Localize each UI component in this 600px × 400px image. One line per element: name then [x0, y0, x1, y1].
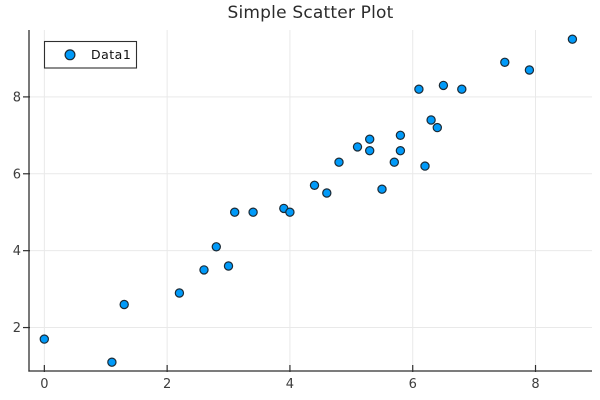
- x-tick-label-2: 2: [163, 377, 171, 392]
- x-tick-label-4: 4: [286, 377, 294, 392]
- y-tick-label-2: 2: [13, 321, 21, 336]
- data-point: [389, 157, 399, 167]
- data-point: [365, 134, 375, 144]
- data-point: [199, 265, 209, 275]
- data-point: [248, 207, 258, 217]
- data-point: [223, 261, 234, 271]
- x-tick-label-8: 8: [531, 377, 539, 392]
- data-point: [420, 161, 430, 171]
- data-point: [438, 80, 449, 91]
- data-point: [322, 188, 332, 198]
- data-point: [567, 34, 578, 44]
- x-tick-label-0: 0: [40, 377, 48, 392]
- x-tick-label-6: 6: [409, 377, 417, 392]
- data-point: [457, 84, 467, 94]
- data-point: [309, 180, 320, 190]
- data-point: [524, 65, 535, 75]
- data-point: [229, 207, 240, 217]
- y-tick-label-6: 6: [13, 167, 21, 182]
- y-tick-label-8: 8: [13, 90, 21, 105]
- data-point: [211, 242, 221, 252]
- data-point: [119, 299, 129, 310]
- data-point: [39, 334, 50, 344]
- data-point: [352, 142, 363, 152]
- data-point: [395, 130, 406, 140]
- legend-box: [43, 40, 138, 69]
- legend-marker-icon: [64, 49, 76, 61]
- data-point: [500, 57, 510, 68]
- data-point: [414, 84, 424, 94]
- y-tick-label-4: 4: [13, 244, 21, 259]
- data-point: [365, 145, 375, 156]
- data-point: [334, 157, 344, 167]
- legend-label: Data1: [91, 47, 131, 62]
- data-point: [377, 184, 387, 194]
- chart-title: Simple Scatter Plot: [227, 3, 394, 23]
- data-point: [395, 145, 406, 156]
- data-point: [174, 288, 185, 298]
- data-point: [426, 115, 436, 125]
- data-point: [432, 122, 442, 133]
- data-point: [285, 207, 295, 217]
- data-point: [107, 357, 117, 367]
